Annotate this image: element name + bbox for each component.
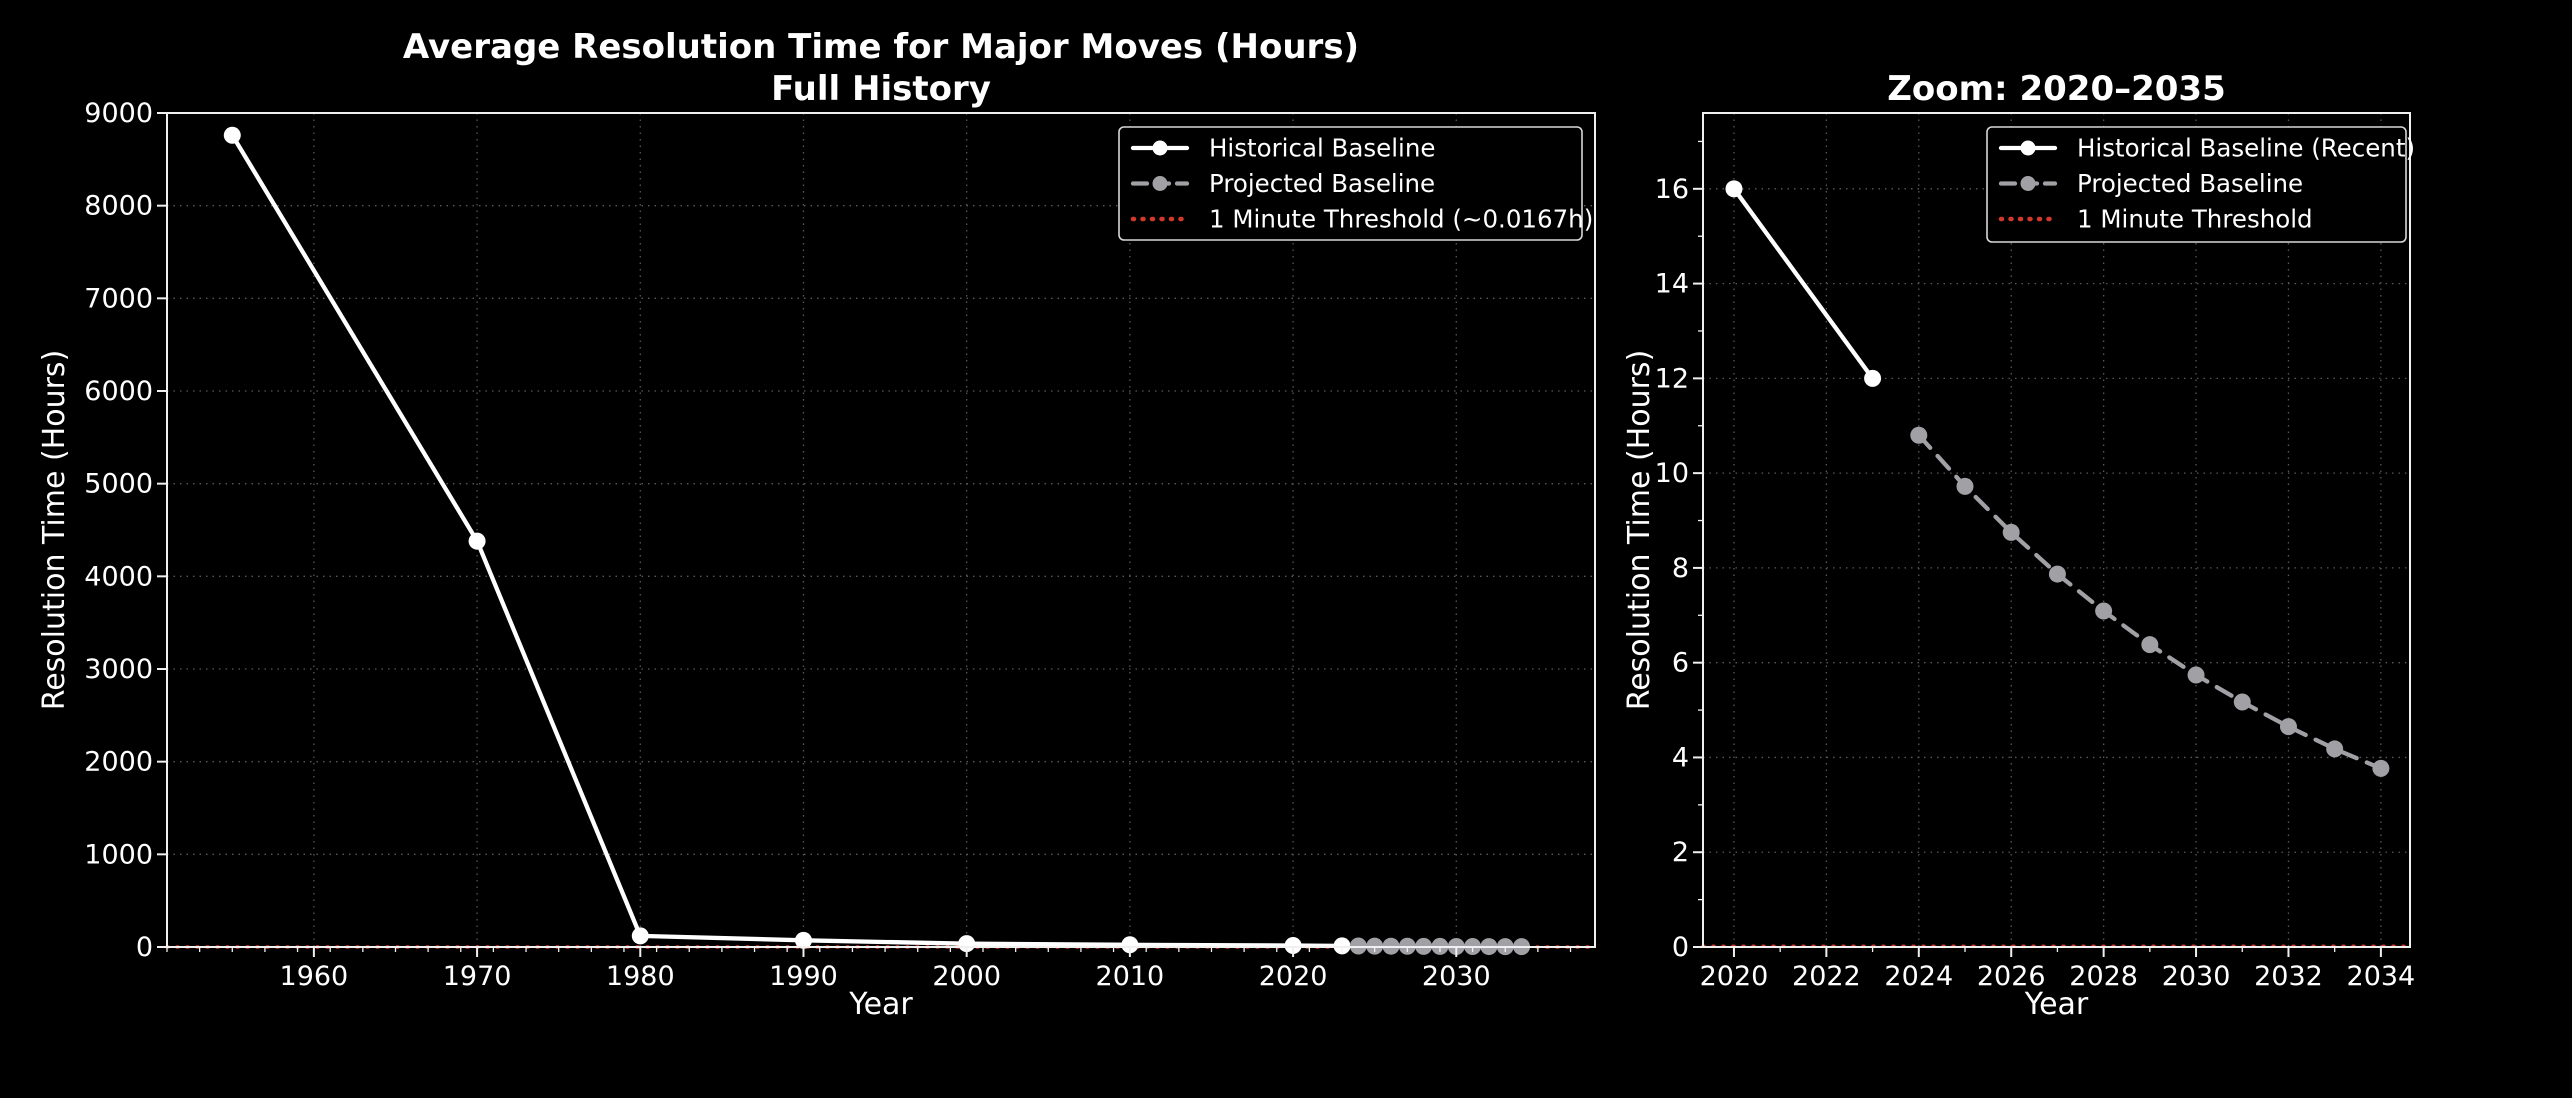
left-y-axis-label: Resolution Time (Hours)	[37, 349, 72, 711]
legend-box	[1118, 126, 1583, 241]
y-tick-label: 0	[1672, 932, 1689, 963]
historical-baseline-marker	[1121, 936, 1139, 954]
x-tick-label: 2032	[2254, 961, 2323, 992]
y-tick-label: 12	[1655, 363, 1689, 394]
left-chart-title: Average Resolution Time for Major Moves …	[167, 26, 1595, 110]
legend-label: Historical Baseline	[1209, 134, 1435, 163]
full-history-panel: 1960 1970 1980 1990 2000 2010 2020 2030 0 1000 200…	[84, 98, 1597, 992]
legend-label: Projected Baseline	[1209, 169, 1435, 198]
historical-baseline-recent--line	[1731, 186, 1875, 381]
projected-baseline-marker	[2048, 565, 2066, 583]
projected-baseline-marker	[1956, 477, 1974, 495]
right-chart-title: Zoom: 2020–2035	[1887, 69, 2226, 109]
legend-sample-marker	[2020, 176, 2036, 191]
x-tick-label: 2022	[1792, 961, 1861, 992]
projected-baseline-line	[1916, 433, 2384, 771]
x-tick-label: 2010	[1096, 961, 1165, 992]
projected-baseline-marker	[1910, 426, 1928, 444]
y-tick-label: 4000	[84, 561, 153, 592]
projected-baseline-marker	[2279, 718, 2297, 736]
legend-sample-marker	[2020, 140, 2036, 156]
y-tick-label: 14	[1655, 269, 1689, 300]
y-tick-label: 7000	[84, 283, 153, 314]
y-tick-label: 2	[1672, 837, 1689, 868]
left-chart-title-line2: Full History	[771, 69, 991, 109]
y-tick-label: 16	[1655, 174, 1689, 205]
projected-baseline-marker	[2372, 759, 2390, 777]
x-tick-label: 1970	[443, 961, 512, 992]
y-tick-label: 6000	[84, 376, 153, 407]
axes-spines	[1702, 112, 2411, 948]
legend-label: 1 Minute Threshold	[2077, 205, 2313, 234]
x-tick-label: 2028	[2069, 961, 2138, 992]
historical-baseline-marker	[631, 927, 649, 945]
historical-baseline-marker	[1284, 937, 1302, 955]
historical-baseline-marker	[1333, 937, 1351, 955]
historical-baseline-marker	[794, 931, 812, 949]
y-tick-label: 5000	[84, 469, 153, 500]
legend-label: Historical Baseline (Recent)	[2077, 134, 2415, 163]
y-tick-label: 1000	[84, 839, 153, 870]
x-tick-label: 2034	[2347, 961, 2416, 992]
y-tick-label: 4	[1672, 742, 1689, 773]
y-tick-label: 0	[136, 932, 153, 963]
axes-spines	[166, 112, 1596, 948]
historical-baseline-marker	[468, 532, 486, 550]
x-tick-label: 2000	[932, 961, 1001, 992]
legend: Historical Baseline Projected Baseline 1 M…	[1118, 126, 1593, 241]
projected-baseline-marker	[2187, 666, 2205, 684]
x-tick-label: 1990	[769, 961, 838, 992]
historical-baseline-line	[230, 133, 1345, 949]
left-chart-title-line1: Average Resolution Time for Major Moves …	[402, 27, 1360, 67]
x-tick-label: 2030	[2162, 961, 2231, 992]
legend-label: 1 Minute Threshold (~0.0167h)	[1209, 205, 1593, 234]
left-x-axis-label: Year	[849, 987, 913, 1022]
projected-baseline-marker	[1349, 937, 1367, 955]
x-tick-label: 1980	[606, 961, 675, 992]
x-tick-label: 2020	[1259, 961, 1328, 992]
x-tick-label: 1960	[280, 961, 349, 992]
projected-baseline-marker	[2233, 693, 2251, 711]
legend-sample-marker	[1152, 140, 1168, 156]
projected-baseline-marker	[2002, 523, 2020, 541]
projected-baseline-marker	[2326, 740, 2344, 758]
historical-baseline-recent--marker	[1864, 369, 1882, 387]
y-tick-label: 3000	[84, 654, 153, 685]
projected-baseline-marker	[2095, 602, 2113, 620]
y-tick-label: 8	[1672, 553, 1689, 584]
right-x-axis-label: Year	[2024, 987, 2089, 1022]
historical-baseline-recent--marker	[1725, 180, 1743, 198]
y-tick-label: 8000	[84, 191, 153, 222]
y-tick-label: 9000	[84, 98, 153, 129]
y-tick-label: 6	[1672, 648, 1689, 679]
legend-box	[1986, 126, 2407, 243]
y-tick-label: 2000	[84, 747, 153, 778]
zoom-2020-2035-panel: 2020 2022 2024 2026 2028 2030 2032 2034 0 2 4 6 8 10 1…	[1655, 112, 2416, 992]
right-y-axis-label: Resolution Time (Hours)	[1622, 349, 1657, 711]
legend: Historical Baseline (Recent) Projected Ba…	[1986, 126, 2415, 243]
x-tick-label: 2020	[1700, 961, 1769, 992]
legend-label: Projected Baseline	[2077, 169, 2303, 198]
y-tick-label: 10	[1655, 458, 1689, 489]
legend-sample-marker	[1152, 176, 1168, 191]
x-tick-label: 2024	[1884, 961, 1953, 992]
projected-baseline-marker	[2141, 636, 2159, 654]
x-tick-label: 2026	[1977, 961, 2046, 992]
x-tick-label: 2030	[1422, 961, 1491, 992]
historical-baseline-marker	[223, 126, 241, 144]
